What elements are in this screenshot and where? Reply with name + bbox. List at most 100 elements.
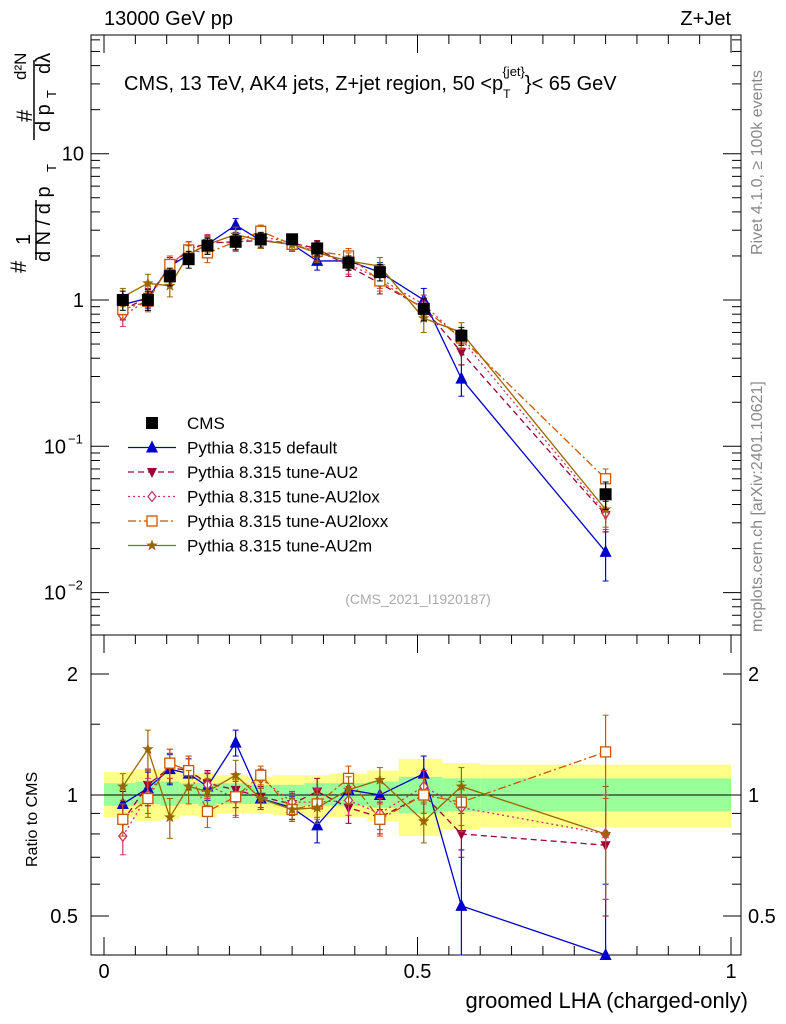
legend-label: Pythia 8.315 tune-AU2loxx bbox=[187, 512, 389, 531]
ratio-y-axis-label: Ratio to CMS bbox=[24, 772, 41, 867]
ratio-data-point bbox=[455, 898, 468, 911]
ratio-data-point bbox=[599, 947, 612, 960]
x-axis-label: groomed LHA (charged-only) bbox=[466, 988, 748, 1013]
legend-marker-triangle-up bbox=[146, 440, 158, 453]
title-post: }< 65 GeV bbox=[525, 73, 617, 95]
ylabel-d2N: d²N bbox=[11, 53, 30, 80]
legend-item: Pythia 8.315 default bbox=[128, 439, 338, 458]
x-tick-label: 0.5 bbox=[404, 961, 432, 983]
x-tick-label: 0 bbox=[98, 961, 109, 983]
main-data-point bbox=[201, 239, 214, 252]
legend-marker-square bbox=[146, 417, 158, 429]
ratio-band-inner bbox=[160, 781, 180, 806]
ratio-data-point bbox=[374, 774, 386, 785]
analysis-watermark: (CMS_2021_I1920187) bbox=[345, 591, 491, 607]
ratio-data-point bbox=[456, 829, 467, 840]
legend-label: Pythia 8.315 default bbox=[187, 439, 338, 458]
ratio-data-point bbox=[230, 791, 242, 803]
main-data-point bbox=[417, 302, 430, 315]
y-tick-label: 1 bbox=[73, 290, 84, 312]
ratio-y-tick-label-left: 0.5 bbox=[50, 906, 78, 928]
y-tick-label-exponent: −2 bbox=[68, 578, 83, 593]
ylabel-dN-dpt: d N / d p bbox=[33, 186, 55, 262]
legend-label: Pythia 8.315 tune-AU2m bbox=[187, 537, 372, 556]
title-sub: T bbox=[503, 87, 511, 101]
ratio-y-tick-label-right: 1 bbox=[748, 785, 759, 807]
ratio-data-point bbox=[142, 792, 154, 805]
ratio-data-point bbox=[164, 811, 176, 823]
legend-marker-triangle-down bbox=[147, 468, 157, 478]
main-data-point bbox=[599, 488, 612, 501]
legend-item: Pythia 8.315 tune-AU2 bbox=[128, 463, 358, 482]
main-data-point bbox=[599, 544, 612, 557]
ratio-data-point bbox=[229, 735, 242, 748]
ratio-data-point bbox=[418, 815, 430, 827]
main-data-point bbox=[456, 348, 467, 359]
ratio-data-point bbox=[117, 813, 129, 825]
ratio-data-point bbox=[311, 801, 323, 813]
ratio-data-point bbox=[342, 783, 355, 795]
ratio-data-point bbox=[374, 813, 386, 825]
main-series-pythia-8-315-tune-au2m bbox=[117, 226, 612, 528]
legend-label: CMS bbox=[187, 414, 225, 433]
ratio-data-point bbox=[182, 780, 195, 792]
legend-item: Pythia 8.315 tune-AU2lox bbox=[128, 488, 380, 507]
ylabel-dpt: d p bbox=[33, 104, 55, 132]
legend-item: Pythia 8.315 tune-AU2m bbox=[128, 537, 372, 556]
legend-item: Pythia 8.315 tune-AU2loxx bbox=[128, 512, 389, 531]
main-data-point bbox=[254, 233, 267, 246]
ratio-data-point bbox=[164, 757, 176, 769]
legend-label: Pythia 8.315 tune-AU2lox bbox=[187, 488, 380, 507]
y-tick-label: 10 bbox=[44, 583, 66, 605]
rivet-label: Rivet 4.1.0, ≥ 100k events bbox=[749, 70, 766, 255]
ratio-data-point bbox=[255, 792, 267, 804]
main-data-point bbox=[455, 371, 468, 384]
main-data-point bbox=[373, 266, 386, 279]
ratio-series-line bbox=[122, 747, 606, 835]
title-pre: CMS, 13 TeV, AK4 jets, Z+jet region, 50 … bbox=[124, 73, 503, 95]
ratio-data-point bbox=[286, 803, 298, 815]
ratio-data-point bbox=[599, 746, 612, 758]
mcplots-label: mcplots.cern.ch [arXiv:2401.10621] bbox=[749, 381, 766, 632]
ratio-data-point bbox=[142, 743, 154, 755]
ratio-y-tick-label-right: 0.5 bbox=[748, 906, 776, 928]
header-right: Z+Jet bbox=[680, 8, 731, 30]
ylabel-sub-T1: T bbox=[44, 164, 59, 172]
legend-item: CMS bbox=[146, 414, 225, 433]
main-data-point bbox=[311, 242, 324, 255]
ratio-y-tick-label-left: 2 bbox=[67, 664, 78, 686]
y-tick-label-exponent: −1 bbox=[68, 431, 83, 446]
y-tick-label: 10 bbox=[62, 144, 84, 166]
ratio-data-point bbox=[117, 780, 129, 792]
ratio-data-point bbox=[255, 769, 267, 781]
ratio-data-point bbox=[373, 788, 386, 800]
ratio-series-pythia-8-315-default bbox=[116, 729, 612, 960]
ylabel-hash-2: # bbox=[12, 109, 37, 122]
main-data-point bbox=[142, 277, 154, 289]
ratio-data-point bbox=[230, 769, 242, 781]
ratio-data-point bbox=[599, 828, 612, 839]
legend-label: Pythia 8.315 tune-AU2 bbox=[187, 463, 358, 482]
plot-title: CMS, 13 TeV, AK4 jets, Z+jet region, 50 … bbox=[124, 64, 617, 101]
main-data-point bbox=[455, 329, 468, 342]
y-tick-label: 10 bbox=[44, 436, 66, 458]
title-sup: {jet} bbox=[502, 64, 525, 79]
ylabel-dlambda: dλ bbox=[33, 53, 55, 74]
ratio-y-tick-label-left: 1 bbox=[67, 785, 78, 807]
main-y-axis-label: # 1 d N / d p T # d²N d p T dλ bbox=[6, 53, 59, 273]
ylabel-one: 1 bbox=[13, 234, 35, 245]
legend-marker-star bbox=[146, 539, 158, 551]
legend: CMS Pythia 8.315 default Pythia 8.315 tune… bbox=[128, 414, 389, 556]
ratio-series-line bbox=[122, 751, 606, 821]
legend-marker-open-square bbox=[146, 515, 158, 527]
ratio-band-inner bbox=[104, 783, 136, 806]
ylabel-sub-T2: T bbox=[44, 90, 59, 98]
main-data-point bbox=[163, 270, 176, 283]
ratio-series-pythia-8-315-tune-au2m bbox=[117, 729, 612, 900]
ratio-y-tick-label-right: 2 bbox=[748, 664, 759, 686]
ratio-data-point bbox=[455, 780, 468, 792]
main-data-point bbox=[229, 235, 242, 248]
main-data-point bbox=[286, 233, 299, 246]
x-tick-label: 1 bbox=[725, 961, 736, 983]
